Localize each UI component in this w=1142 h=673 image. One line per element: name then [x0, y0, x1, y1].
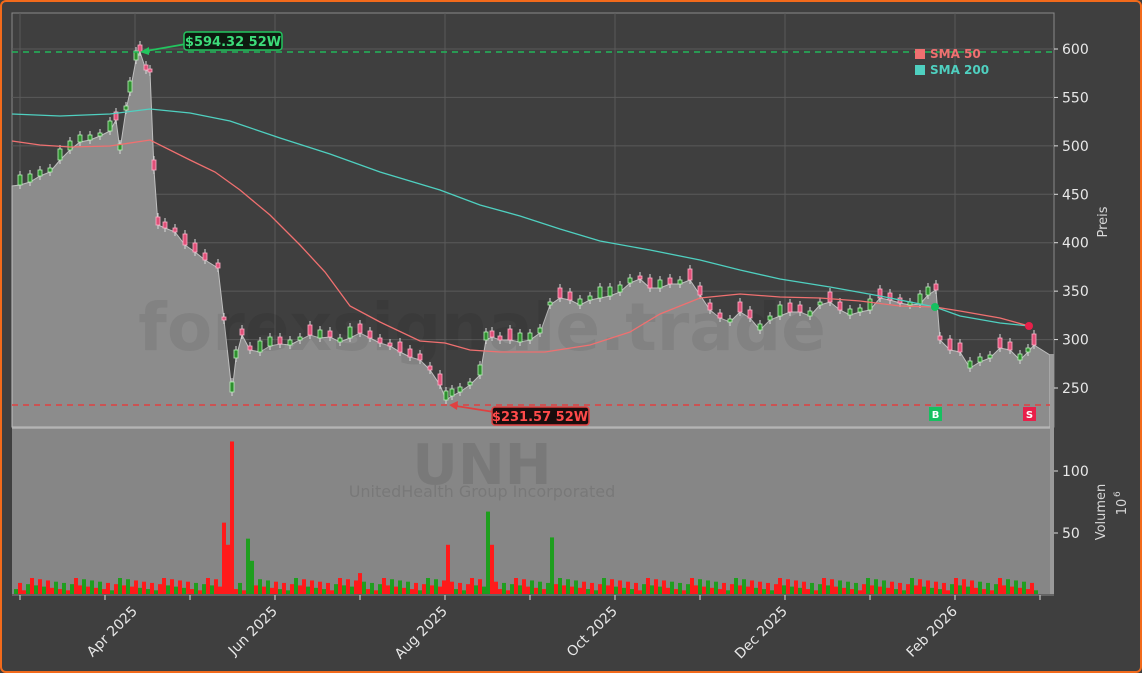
svg-text:6: 6	[1113, 491, 1123, 497]
x-tick-5: Feb 2026	[904, 603, 961, 660]
volume-tick-100: 100	[1062, 464, 1089, 480]
x-axis: Apr 2025 Jun 2025 Aug 2025 Oct 2025 Dec 2025…	[19, 595, 1041, 663]
price-tick-450: 450	[1062, 187, 1089, 203]
legend-swatch-sma200	[915, 65, 925, 75]
volume-panel	[12, 428, 1054, 594]
watermark: forexsignale.trade	[138, 289, 826, 366]
panel-edge	[1050, 354, 1054, 594]
price-tick-350: 350	[1062, 284, 1089, 300]
price-tick-550: 550	[1062, 90, 1089, 106]
x-tick-3: Oct 2025	[564, 604, 621, 661]
volume-y-axis: 100 50	[1054, 464, 1089, 542]
low-arrow-head-icon	[449, 401, 458, 410]
high-arrow-head-icon	[140, 47, 149, 55]
low-label: $231.57 52W	[492, 410, 588, 425]
volume-bars	[14, 441, 1038, 594]
high-arrow	[145, 43, 187, 52]
price-tick-250: 250	[1062, 381, 1089, 397]
volume-unit: 10 6	[1113, 491, 1130, 515]
high-label: $594.32 52W	[185, 35, 281, 50]
price-axis-title: Preis	[1096, 206, 1111, 237]
price-tick-600: 600	[1062, 42, 1089, 58]
low-arrow	[455, 405, 495, 413]
crossover-marker-sell	[1025, 322, 1033, 330]
legend-label-sma200: SMA 200	[930, 63, 989, 77]
ticker-watermark: UNH	[412, 433, 551, 498]
price-y-axis: 250 300 350 400 450 500 550 600	[1054, 42, 1089, 397]
candlesticks	[17, 41, 1037, 404]
sma-50-line	[11, 139, 1030, 353]
price-tick-400: 400	[1062, 236, 1089, 252]
crossover-marker-buy	[931, 303, 939, 311]
sell-signal-badge	[1023, 407, 1036, 421]
svg-text:10: 10	[1115, 499, 1130, 516]
price-area	[11, 50, 1051, 428]
x-tick-2: Aug 2025	[392, 604, 451, 663]
legend: SMA 50 SMA 200	[915, 47, 989, 77]
x-tick-0: Apr 2025	[84, 604, 141, 661]
price-tick-500: 500	[1062, 139, 1089, 155]
sma-200-line	[11, 108, 1030, 327]
sell-signal-label: S	[1026, 410, 1033, 421]
volume-tick-50: 50	[1062, 526, 1080, 542]
buy-signal-label: B	[932, 410, 940, 421]
x-tick-1: Jun 2025	[225, 604, 281, 660]
buy-signal-badge	[929, 407, 942, 421]
company-watermark: UnitedHealth Group Incorporated	[349, 482, 616, 501]
legend-label-sma50: SMA 50	[930, 47, 981, 61]
high-label-box	[183, 31, 283, 51]
low-label-box	[491, 406, 590, 426]
price-tick-300: 300	[1062, 333, 1089, 349]
legend-swatch-sma50	[915, 49, 925, 59]
volume-axis-title: Volumen	[1094, 484, 1109, 541]
x-tick-4: Dec 2025	[732, 604, 791, 663]
